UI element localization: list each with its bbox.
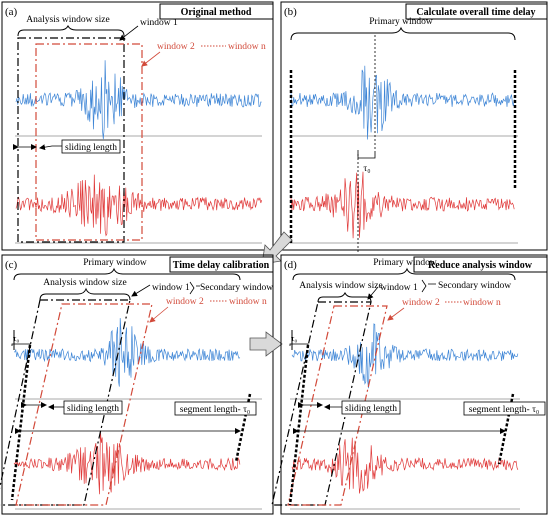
panel-a-window-n-label: window n: [228, 42, 266, 52]
panel-c-analysis-label: Analysis window size: [43, 278, 126, 288]
panel-d-analysis-brace: [317, 291, 372, 303]
panel-d: (d) Reduce analysis window Primary windo…: [271, 254, 548, 515]
panel-c-window-1-label: window 1: [152, 283, 190, 293]
panel-a-window-2-arrow: [141, 51, 161, 67]
panel-a-title: Original method: [181, 7, 252, 18]
panel-a-red-signal: [15, 174, 263, 237]
panel-a-window-2-label: window 2: [157, 42, 195, 52]
panel-d-segment-box: [463, 401, 546, 416]
panel-c-title-box: [169, 256, 274, 273]
panel-c-segment-label: segment length- τ₀: [180, 405, 250, 415]
panel-a-window-brace: [17, 24, 125, 37]
panel-c-primary-label: Primary window: [83, 258, 147, 268]
panel-c-window-2-label: window 2: [166, 297, 204, 307]
panel-b-primary-label: Primary window: [369, 17, 433, 27]
panel-b-title: Calculate overall time delay: [416, 7, 535, 18]
panel-d-window-2-arrow: [387, 307, 405, 321]
panel-c-title: Time delay calibration: [173, 260, 270, 271]
panel-d-segment-label: segment length- τ₀: [469, 405, 539, 415]
panel-a-window-1-rect: [17, 37, 125, 243]
panel-d-title-box: [413, 256, 548, 273]
panel-d-primary-brace: [292, 267, 516, 281]
panel-c-analysis-brace: [39, 287, 131, 301]
panel-c-window-2-shape: [15, 303, 153, 506]
panel-d-window-1-label: window 1: [380, 283, 418, 293]
panel-d-blue-signal: [291, 323, 519, 389]
panel-d-analysis-label: Analysis window size: [299, 281, 382, 291]
panel-b-tau-bracket: [357, 152, 376, 159]
panel-a-window-1-arrow: [119, 25, 139, 41]
transition-arrow-right: [249, 331, 283, 357]
panel-b: (b) Calculate overall time delay Primary…: [280, 1, 548, 252]
panel-b-frame: [280, 1, 548, 251]
panel-d-window-1-arrow: [367, 286, 379, 300]
panel-d-letter: (d): [284, 259, 297, 271]
panel-a-window-1-label: window 1: [140, 18, 178, 28]
panel-c-letter: (c): [5, 259, 18, 271]
panel-d-sliding-label: sliding length: [345, 404, 397, 414]
panel-c-window-1-left: [0, 299, 41, 490]
panel-c-frame: [1, 254, 274, 515]
panel-d-tau-label: τ₀: [291, 333, 297, 343]
panel-c-primary-brace: [13, 267, 241, 281]
panel-c-sliding-label: sliding length: [67, 404, 119, 414]
panel-d-window-2-label: window 2: [402, 298, 440, 308]
panel-d-frame: [280, 254, 548, 515]
panel-d-window-n-label: window n: [463, 298, 501, 308]
panel-c-secondary-bracket: [189, 281, 200, 295]
panel-c-window-n-label: window n: [229, 297, 267, 307]
panel-c-primary-left-edge: [10, 344, 32, 501]
panel-d-tau-bracket: [289, 343, 309, 346]
panel-c-secondary-label: Secondary window: [200, 283, 273, 293]
panel-c: (c) Time delay calibration Primary windo…: [0, 254, 274, 515]
panel-b-blue-signal: [290, 65, 515, 140]
panel-a-blue-signal: [15, 60, 262, 140]
panel-d-title: Reduce analysis window: [428, 260, 533, 271]
panel-b-letter: (b): [284, 6, 297, 18]
panel-d-window-2-shape: [287, 305, 388, 506]
panel-c-tau-label: τ₀: [13, 333, 19, 343]
panel-a-frame: [1, 1, 274, 251]
panel-c-tau-bracket: [11, 343, 31, 346]
panel-c-blue-signal: [13, 318, 241, 387]
panel-a-window-size-label: Analysis window size: [26, 15, 109, 25]
panel-a-window-2-rect: [35, 43, 143, 241]
panel-c-window-2-arrow: [149, 306, 169, 323]
panel-d-secondary-label: Secondary window: [438, 281, 511, 291]
panel-c-sliding-box: [63, 400, 123, 415]
panel-d-primary-left-edge: [288, 344, 310, 506]
panel-c-red-signal: [13, 430, 241, 495]
panel-a-sliding-box: [61, 139, 121, 154]
panel-a-title-box: [159, 3, 274, 20]
panel-a-sliding-pointer: [39, 144, 62, 151]
panel-b-primary-brace: [290, 26, 516, 41]
panel-a: (a) Original method Analysis window size…: [1, 1, 274, 251]
panel-b-title-box: [405, 3, 548, 20]
panel-d-secondary-bracket: [421, 279, 436, 293]
panel-d-primary-label: Primary window: [373, 258, 437, 268]
panel-c-window-1-arrow: [131, 284, 151, 297]
panel-a-letter: (a): [5, 6, 18, 18]
panel-b-red-signal: [290, 171, 515, 239]
panel-a-sliding-label: sliding length: [65, 143, 117, 153]
panel-d-red-signal: [291, 437, 519, 494]
panel-b-tau-label: τ₀: [363, 164, 370, 174]
panel-c-segment-box: [174, 401, 257, 416]
panel-d-sliding-box: [341, 400, 401, 415]
